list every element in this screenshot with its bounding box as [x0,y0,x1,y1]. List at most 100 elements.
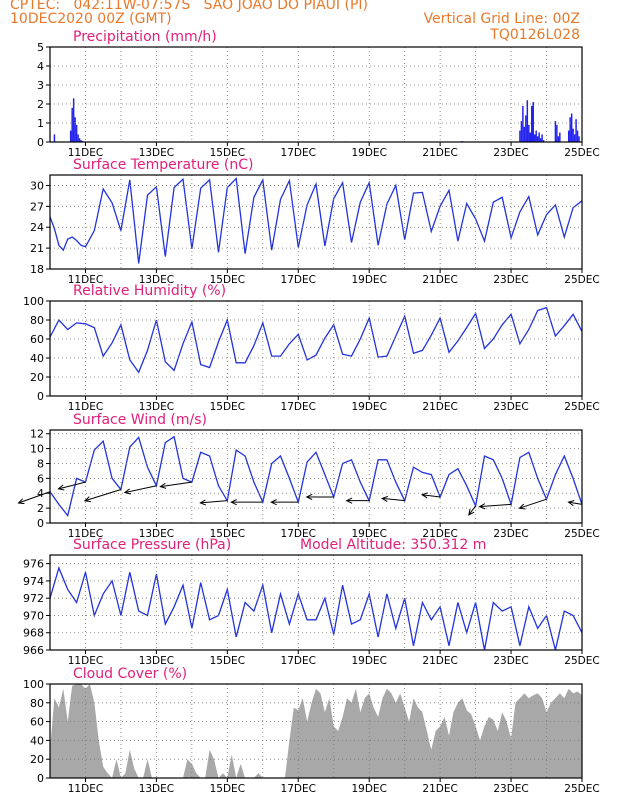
wind-arrow [200,500,228,504]
y-tick-label: 100 [23,295,44,308]
wind-line [50,435,582,518]
precip-bar [576,130,579,142]
precip-bar [532,102,534,142]
x-tick-label: 13DEC [139,783,174,795]
precip-bar [77,134,79,142]
wind-arrow [124,485,157,494]
humidity-frame [49,300,583,397]
wind-arrowhead [305,493,313,501]
precip-bar [559,132,561,142]
x-tick-label: 13DEC [139,528,174,540]
x-tick-label: 11DEC [68,783,103,795]
humidity-title: Relative Humidity (%) [73,283,226,299]
x-tick-label: 25DEC [564,783,599,795]
precip-bar [554,121,557,142]
wind-arrow [382,497,405,502]
precipitation-frame [49,46,583,143]
y-tick-label: 4 [37,60,44,73]
y-tick-label: 8 [37,457,44,470]
x-tick-label: 21DEC [422,783,457,795]
y-tick-label: 20 [30,371,44,384]
pressure-line [50,566,582,650]
x-tick-label: 13DEC [139,274,174,286]
precip-bar [533,134,536,142]
cloud-cover-frame [49,683,583,779]
wind-arrowhead [518,503,526,510]
precip-bar [541,134,543,142]
x-tick-label: 17DEC [281,147,316,159]
wind-arrowhead [270,499,277,506]
x-tick-label: 19DEC [351,274,386,286]
x-tick-label: 25DEC [564,528,599,540]
x-tick-label: 11DEC [68,528,103,540]
y-tick-label: 20 [30,753,44,766]
cloud-cover-panel: 0 20 40 60 80 100 11DEC 13DEC 15DEC 17DEC 19DEC 21D… [23,666,600,795]
x-tick-label: 15DEC [210,401,245,413]
header-grid-note: Vertical Grid Line: 00Z [423,11,580,27]
precip-bar [536,136,539,142]
temperature-frame [49,174,583,270]
header-date: 10DEC2020 00Z (GMT) [10,11,172,27]
y-tick-label: 0 [37,390,44,403]
x-tick-label: 19DEC [351,401,386,413]
x-tick-label: 19DEC [351,783,386,795]
y-tick-label: 40 [30,352,44,365]
precip-bar [520,121,523,142]
y-tick-label: 60 [30,333,44,346]
precip-bar [71,107,73,142]
x-tick-label: 11DEC [68,655,103,667]
x-tick-label: 25DEC [564,274,599,286]
precip-bar [570,113,573,142]
x-tick-label: 19DEC [351,655,386,667]
pressure-title: Surface Pressure (hPa) [73,537,231,553]
wind-arrow [160,481,192,488]
y-tick-label: 968 [23,627,44,640]
precip-bar [578,136,580,142]
x-tick-label: 25DEC [564,147,599,159]
wind-arrowhead [199,499,207,506]
x-tick-label: 11DEC [68,274,103,286]
y-tick-label: 18 [30,263,44,276]
x-tick-label: 21DEC [422,274,457,286]
x-tick-label: 19DEC [351,147,386,159]
wind-frame [49,429,583,524]
y-tick-label: 6 [37,472,44,485]
precip-bar [531,105,533,142]
humidity-line [50,306,582,374]
wind-title: Surface Wind (m/s) [73,412,207,428]
y-tick-label: 12 [30,428,44,441]
x-tick-label: 25DEC [564,401,599,413]
x-tick-label: 17DEC [281,655,316,667]
wind-arrowhead [345,497,353,504]
wind-arrow [519,498,547,509]
precip-bar [519,130,521,142]
precip-bar [69,130,72,142]
precip-bar [522,105,524,142]
precip-bar [525,115,527,142]
x-tick-label: 15DEC [210,147,245,159]
x-tick-label: 11DEC [68,401,103,413]
header-run-id: TQ0126L028 [490,27,580,43]
y-tick-label: 30 [30,179,44,192]
precip-bar [556,124,558,142]
y-tick-label: 0 [37,136,44,149]
precip-bar [572,128,574,142]
y-tick-label: 4 [37,487,44,500]
pressure-frame [49,554,583,651]
x-tick-label: 15DEC [210,274,245,286]
temperature-line [50,177,582,264]
y-tick-label: 974 [23,575,44,588]
x-tick-label: 17DEC [281,274,316,286]
wind-arrow [468,505,477,516]
x-tick-label: 17DEC [281,401,316,413]
x-tick-label: 15DEC [210,655,245,667]
precip-bar [573,134,576,142]
wind-arrowhead [478,503,486,510]
y-tick-label: 24 [30,221,44,234]
precip-bar [526,100,529,142]
temperature-title: Surface Temperature (nC) [73,157,254,173]
wind-arrow [58,481,86,490]
y-tick-label: 0 [37,772,44,785]
cloud-area [50,684,582,778]
